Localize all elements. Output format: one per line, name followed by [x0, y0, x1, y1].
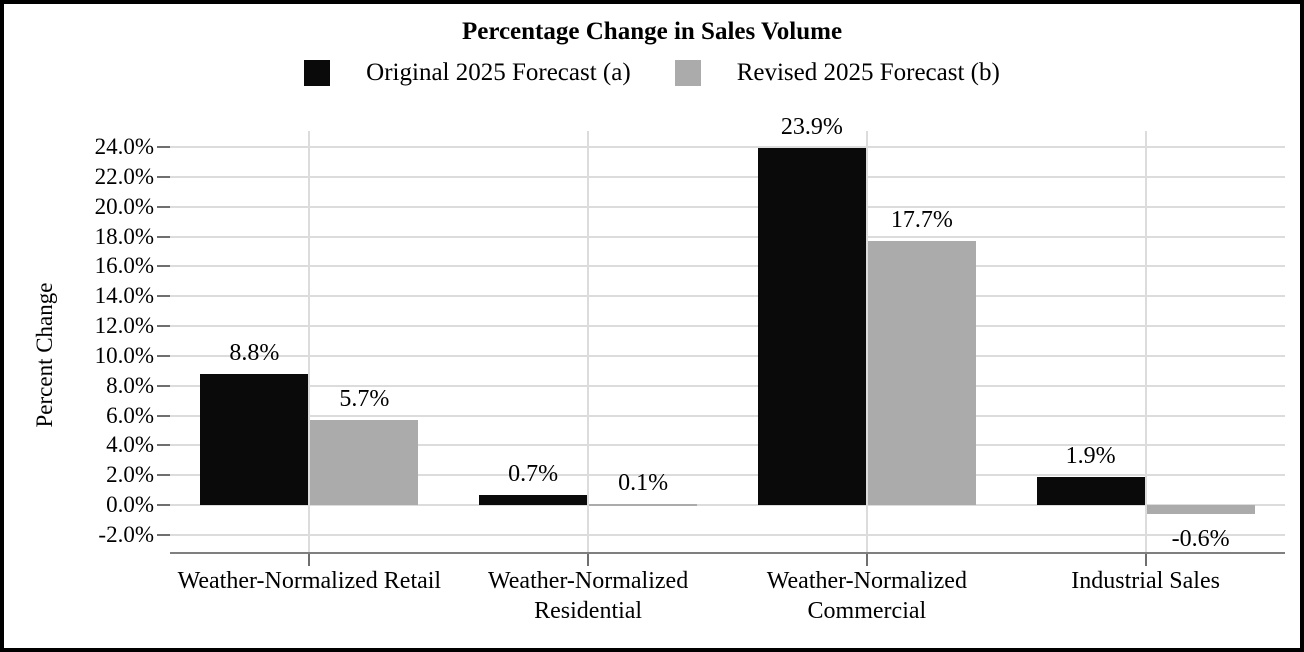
gridline-h: [170, 205, 1285, 208]
category-label: Weather-Normalized Residential: [488, 568, 689, 624]
x-axis-tick: [308, 553, 311, 566]
legend-swatch-revised: [674, 60, 701, 86]
gridline-h: [170, 384, 1285, 387]
bar-revised-2: [589, 503, 698, 506]
bar-value-label: 1.9%: [1065, 442, 1116, 469]
gridline-h: [170, 354, 1285, 357]
y-tick-label: 16.0%: [94, 253, 154, 279]
y-axis-tick: [157, 235, 170, 238]
y-axis-tick: [157, 146, 170, 148]
category-label: Industrial Sales: [1071, 568, 1220, 594]
y-tick-label: 24.0%: [94, 134, 154, 159]
y-tick-label: 8.0%: [106, 372, 154, 398]
y-axis-tick: [157, 354, 170, 357]
y-axis-tick: [157, 533, 170, 536]
bar-original-4: [1036, 476, 1145, 505]
y-tick-label: 14.0%: [94, 283, 154, 309]
bar-value-label: 23.9%: [780, 114, 843, 141]
category-label: Weather-Normalized Commercial: [766, 568, 967, 624]
bar-original-2: [479, 494, 588, 505]
y-axis-tick: [157, 414, 170, 417]
y-axis-tick: [157, 504, 170, 506]
y-axis-tick: [157, 444, 170, 447]
legend-swatch-original: [304, 60, 331, 86]
y-tick-label: 10.0%: [94, 342, 154, 368]
gridline-v: [865, 131, 868, 553]
gridline-h: [170, 533, 1285, 536]
x-axis-tick: [865, 553, 868, 566]
gridline-h: [170, 146, 1285, 148]
gridline-h: [170, 325, 1285, 327]
gridline-h: [170, 414, 1285, 417]
x-axis-line: [170, 552, 1285, 554]
bar-value-label: -0.6%: [1171, 525, 1230, 552]
y-tick-label: 18.0%: [94, 223, 154, 249]
gridline-v: [1144, 131, 1147, 553]
gridline-v: [308, 131, 311, 553]
legend-item-revised: Revised 2025 Forecast (b): [674, 58, 1000, 88]
bar-original-3: [757, 148, 866, 505]
category-label: Weather-Normalized Retail: [177, 568, 442, 594]
y-tick-label: 6.0%: [106, 402, 154, 428]
legend: Original 2025 Forecast (a) Revised 2025 …: [0, 58, 1304, 88]
gridline-h: [170, 504, 1285, 506]
bar-value-label: 17.7%: [890, 206, 953, 233]
legend-label-revised: Revised 2025 Forecast (b): [736, 59, 1000, 86]
bar-value-label: 5.7%: [339, 385, 390, 412]
y-tick-label: 2.0%: [106, 462, 154, 488]
bar-value-label: 0.7%: [508, 460, 559, 487]
y-axis-tick: [157, 295, 170, 298]
chart-title: Percentage Change in Sales Volume: [461, 18, 843, 45]
y-axis-tick: [157, 265, 170, 268]
legend-item-original: Original 2025 Forecast (a): [304, 58, 631, 88]
gridline-h: [170, 175, 1285, 178]
gridline-h: [170, 235, 1285, 238]
bar-value-label: 8.8%: [229, 339, 280, 366]
bar-value-label: 0.1%: [618, 469, 669, 496]
y-tick-label: -2.0%: [98, 521, 154, 547]
gridline-v: [587, 131, 590, 553]
bar-revised-3: [867, 240, 976, 505]
y-axis-tick: [157, 325, 170, 327]
gridline-h: [170, 295, 1285, 298]
y-axis-tick: [157, 474, 170, 477]
gridline-h: [170, 474, 1285, 477]
y-tick-label: 0.0%: [106, 492, 154, 517]
y-axis-tick: [157, 205, 170, 208]
bar-original-1: [200, 373, 309, 505]
gridline-h: [170, 444, 1285, 447]
y-tick-label: 20.0%: [94, 193, 154, 219]
bar-revised-4: [1146, 505, 1255, 514]
y-axis-tick: [157, 175, 170, 178]
y-tick-label: 22.0%: [94, 163, 154, 189]
y-tick-label: 12.0%: [94, 313, 154, 338]
y-tick-label: 4.0%: [106, 432, 154, 458]
x-axis-tick: [1144, 553, 1147, 566]
bar-revised-1: [310, 419, 419, 505]
gridline-h: [170, 265, 1285, 268]
x-axis-tick: [587, 553, 590, 566]
legend-label-original: Original 2025 Forecast (a): [366, 59, 631, 86]
y-axis-tick: [157, 384, 170, 387]
